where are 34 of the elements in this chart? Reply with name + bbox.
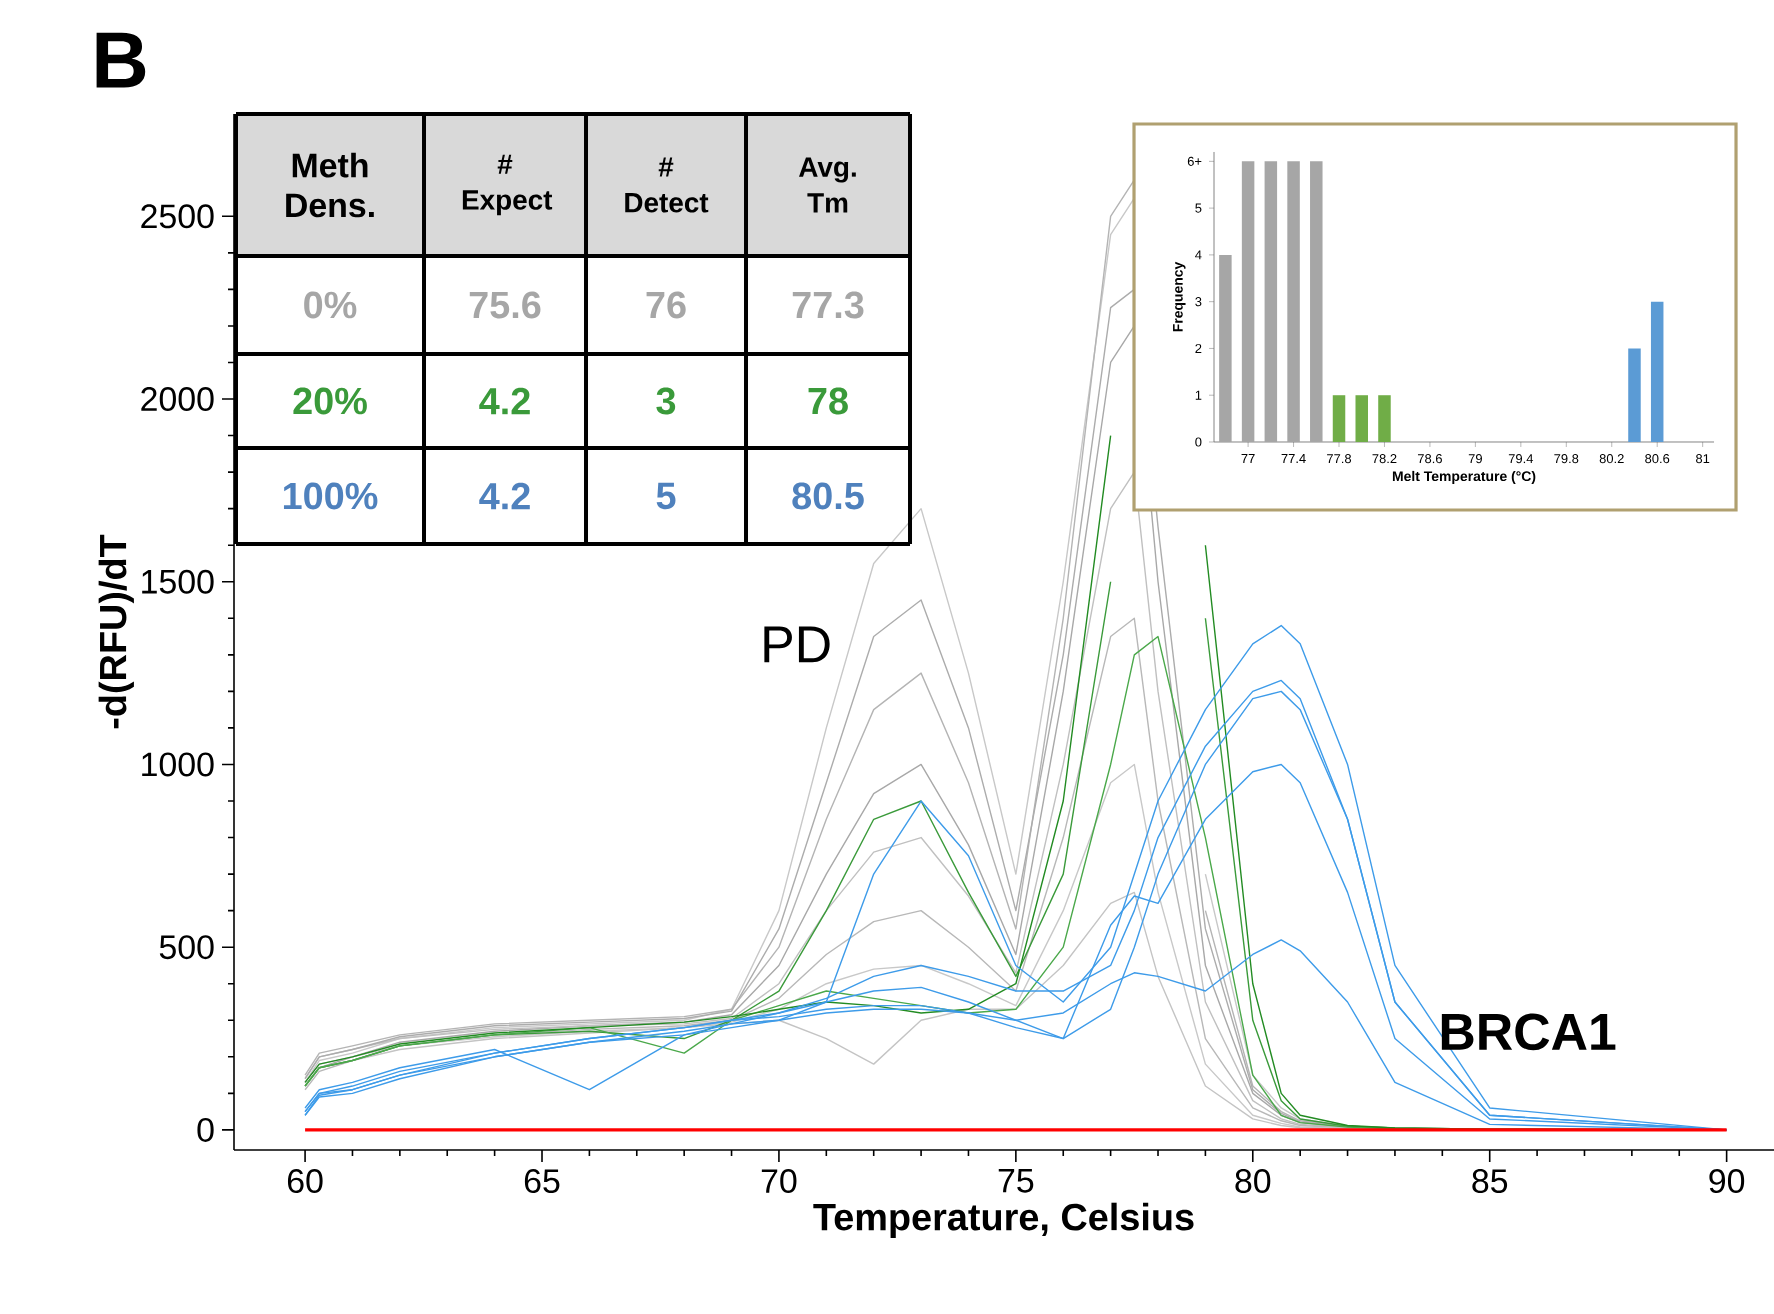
data-label: 77.3 (792, 291, 864, 319)
legend-title: Meth Dens. (286, 152, 374, 218)
data-label: 80.5 (792, 482, 864, 510)
y-tick-label: 0 (197, 1117, 214, 1142)
y-tick-label: 500 (159, 935, 214, 960)
x-tick-label: 60 (287, 1169, 323, 1194)
annotation: BRCA1 (1441, 1013, 1616, 1051)
y-tick-label: 1000 (142, 752, 214, 777)
x-tick-label: 85 (1472, 1169, 1508, 1194)
data-label: 78 (808, 387, 848, 415)
data-label: 5 (656, 482, 676, 510)
data-label: 76 (646, 291, 686, 319)
y-tick-label: 2500 (141, 204, 214, 229)
x-tick-label: 70 (761, 1169, 797, 1194)
y-tick-label: 1500 (142, 569, 214, 594)
data-label: 4.2 (479, 387, 530, 415)
chart-title: B (96, 32, 146, 88)
category-label: # Detect (625, 157, 709, 213)
y-axis-title: -d(RFU)/dT (98, 534, 134, 729)
data-label: 4.2 (479, 482, 530, 510)
x-tick-label: 65 (524, 1169, 560, 1194)
annotation: PD (764, 626, 830, 663)
category-label: Avg. Tm (798, 157, 856, 213)
legend-label: 20% (293, 387, 367, 415)
category-label: # Expect (462, 154, 553, 216)
y-tick-label: 2000 (141, 387, 214, 412)
legend-label: 0% (304, 291, 357, 319)
data-label: 75.6 (469, 291, 541, 319)
x-axis-title: Temperature, Celsius (813, 1202, 1194, 1238)
x-tick-label: 80 (1235, 1169, 1271, 1194)
x-tick-label: 90 (1709, 1169, 1745, 1194)
legend-label: 100% (283, 482, 378, 510)
x-tick-label: 75 (998, 1169, 1034, 1193)
data-label: 3 (656, 387, 676, 415)
